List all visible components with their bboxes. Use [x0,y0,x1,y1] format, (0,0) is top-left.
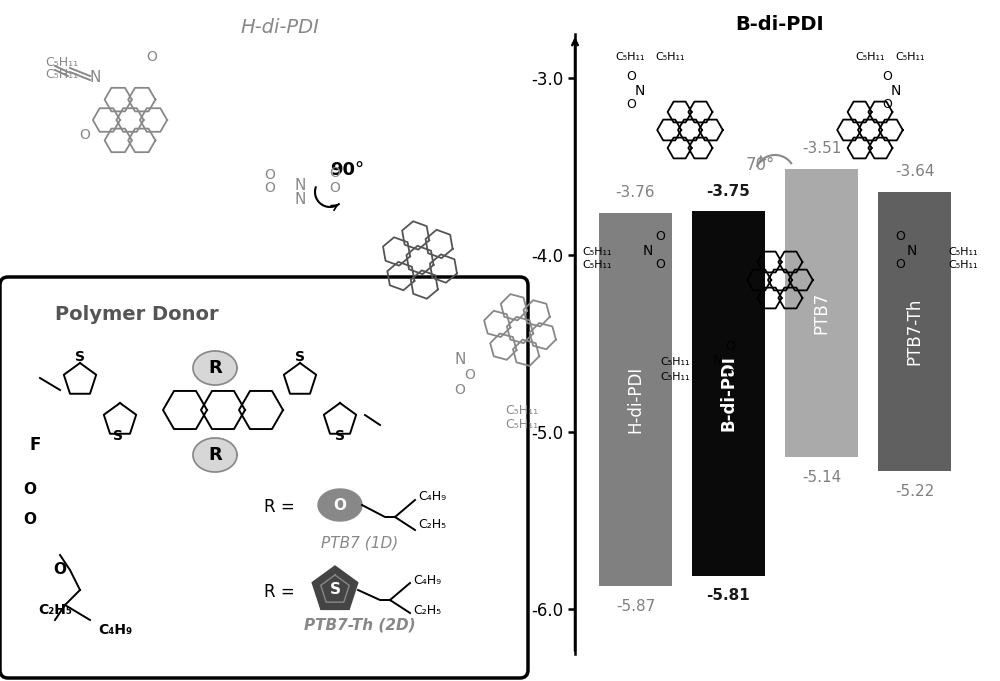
Text: H-di-PDI: H-di-PDI [626,366,644,433]
Text: Polymer Donor: Polymer Donor [55,305,219,324]
Text: C₄H₉: C₄H₉ [418,490,446,503]
Text: -3.51: -3.51 [802,141,841,156]
Text: O: O [465,368,475,382]
Text: -5.22: -5.22 [895,484,934,498]
Text: PTB7-Th: PTB7-Th [906,298,924,365]
Text: O: O [882,70,892,83]
Text: S: S [113,429,123,443]
Text: PTB7-Th (2D): PTB7-Th (2D) [304,618,416,633]
Text: C₅H₁₁: C₅H₁₁ [948,260,978,270]
Text: C₄H₉: C₄H₉ [413,573,441,586]
Text: -5.81: -5.81 [707,588,750,603]
Text: B-di-PDI: B-di-PDI [719,355,737,432]
Text: PTB7 (1D): PTB7 (1D) [321,535,399,550]
Text: -5.87: -5.87 [616,599,655,614]
Text: R =: R = [264,583,295,601]
Text: O: O [24,483,36,498]
Text: C₅H₁₁: C₅H₁₁ [895,52,924,62]
Text: C₅H₁₁: C₅H₁₁ [660,372,690,382]
Text: C₂H₅: C₂H₅ [413,603,441,616]
Bar [599,213,672,586]
Text: 90°: 90° [330,161,364,179]
Text: R: R [208,446,222,464]
Text: O: O [626,98,636,111]
Text: -3.76: -3.76 [616,185,655,200]
Text: C₅H₁₁: C₅H₁₁ [855,52,885,62]
Text: O: O [265,181,275,195]
Text: R =: R = [264,498,295,516]
Text: 70°: 70° [745,156,775,174]
Text: C₅H₁₁: C₅H₁₁ [505,404,538,417]
Bar [692,211,765,576]
Text: O: O [655,258,665,271]
Text: O: O [330,181,340,195]
Text: -5.14: -5.14 [802,470,841,485]
Text: PTB7: PTB7 [813,291,831,334]
Text: N: N [907,244,917,258]
Y-axis label: Energy (eV): Energy (eV) [507,295,525,393]
Text: O: O [330,166,340,180]
Text: N: N [454,353,466,368]
Text: O: O [80,128,90,142]
FancyBboxPatch shape [0,277,528,678]
Text: C₂H₅: C₂H₅ [418,518,446,531]
Bar [785,169,858,457]
Text: B-di-PDI: B-di-PDI [736,15,824,34]
Polygon shape [318,489,362,521]
Text: -3.64: -3.64 [895,164,934,179]
Text: O: O [147,50,157,64]
Text: N: N [635,84,645,98]
Text: H-di-PDI: H-di-PDI [241,18,319,37]
Text: C₅H₁₁: C₅H₁₁ [948,247,978,257]
Text: C₅H₁₁: C₅H₁₁ [660,357,690,367]
Text: C₅H₁₁: C₅H₁₁ [505,419,538,432]
Text: O: O [895,258,905,271]
Text: N: N [294,178,306,193]
Bar [878,191,951,471]
Text: C₅H₁₁: C₅H₁₁ [582,260,612,270]
Text: O: O [655,230,665,243]
Text: R: R [208,359,222,377]
Text: C₅H₁₁: C₅H₁₁ [45,69,78,82]
Text: O: O [54,563,66,577]
Text: S: S [330,582,340,597]
Text: C₄H₉: C₄H₉ [98,623,132,637]
Text: C₅H₁₁: C₅H₁₁ [655,52,684,62]
Text: C₅H₁₁: C₅H₁₁ [45,55,78,69]
Text: C₂H₅: C₂H₅ [38,603,72,617]
Text: O: O [626,70,636,83]
Text: S: S [335,429,345,443]
Text: C₅H₁₁: C₅H₁₁ [615,52,644,62]
Text: N: N [643,244,653,258]
Text: O: O [725,368,735,381]
Text: -3.75: -3.75 [707,184,750,199]
Text: C₅H₁₁: C₅H₁₁ [582,247,612,257]
Text: S: S [75,350,85,364]
Text: F: F [29,436,41,454]
Text: O: O [882,98,892,111]
Text: O: O [24,513,36,528]
Text: S: S [295,350,305,364]
Polygon shape [193,351,237,385]
Text: O: O [265,168,275,182]
Text: O: O [455,383,465,397]
Text: O: O [725,340,735,353]
Polygon shape [193,438,237,472]
Text: N: N [89,71,101,86]
Text: N: N [294,193,306,208]
Text: N: N [713,354,723,368]
Text: O: O [895,230,905,243]
Polygon shape [312,566,358,609]
Text: N: N [891,84,901,98]
Text: O: O [334,498,347,513]
